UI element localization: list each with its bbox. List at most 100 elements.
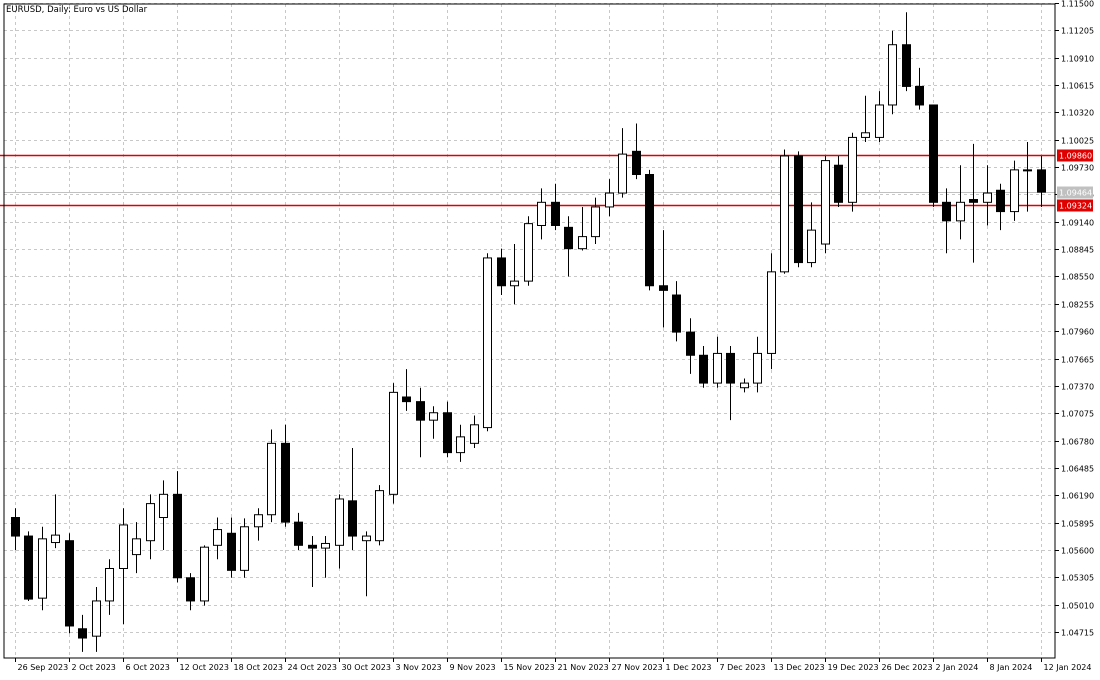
candle xyxy=(861,95,870,143)
candle-body-bull xyxy=(267,442,276,516)
candle xyxy=(416,387,425,458)
x-tick-label: 12 Jan 2024 xyxy=(1044,663,1092,672)
candle xyxy=(780,149,789,274)
candle-body-bull xyxy=(1023,169,1032,172)
candle xyxy=(524,216,533,286)
candle xyxy=(227,517,236,578)
candle xyxy=(11,508,20,550)
candle xyxy=(105,559,114,615)
candle-body-bull xyxy=(510,280,519,287)
candle-body-bull xyxy=(780,155,789,273)
candle-body-bear xyxy=(416,401,425,421)
candle-body-bear xyxy=(402,396,411,403)
y-tick-label: 1.05895 xyxy=(1061,520,1094,529)
candle xyxy=(92,587,101,652)
y-tick-label: 1.11205 xyxy=(1061,27,1094,36)
candle-body-bull xyxy=(389,391,398,495)
candle-body-bull xyxy=(456,436,465,454)
candle xyxy=(510,244,519,305)
x-tick-label: 26 Sep 2023 xyxy=(18,663,69,672)
candle xyxy=(929,104,938,207)
candle-body-bull xyxy=(105,567,114,602)
candle xyxy=(65,533,74,634)
candle-body-bull xyxy=(159,493,168,519)
candle xyxy=(456,424,465,462)
candle-body-bear xyxy=(929,104,938,203)
level-price-tag xyxy=(1057,199,1093,212)
candle-body-bear xyxy=(24,535,33,600)
candle-body-bull xyxy=(605,192,614,208)
candle-body-bear xyxy=(902,44,911,87)
candle xyxy=(146,494,155,560)
candle-body-bull xyxy=(821,160,830,245)
candle xyxy=(699,346,708,388)
x-tick-label: 26 Dec 2023 xyxy=(882,663,933,672)
candle xyxy=(794,151,803,268)
candle xyxy=(767,253,776,370)
candle xyxy=(564,216,573,277)
candle-body-bear xyxy=(834,164,843,203)
candle xyxy=(321,536,330,578)
time-axis: 26 Sep 2023 2 Oct 2023 6 Oct 2023 12 Oct 20… xyxy=(15,658,1092,672)
chart-title: EURUSD, Daily: Euro vs US Dollar xyxy=(6,5,148,15)
x-tick-label: 8 Jan 2024 xyxy=(990,663,1033,672)
candle xyxy=(996,183,1005,231)
candle xyxy=(915,67,924,110)
candle xyxy=(659,230,668,328)
x-tick-label: 12 Oct 2023 xyxy=(180,663,229,672)
candle-body-bear xyxy=(443,412,452,454)
candle xyxy=(969,143,978,263)
candle-body-bull xyxy=(753,352,762,384)
candle xyxy=(267,429,276,523)
candle xyxy=(875,91,884,143)
candle-body-bear xyxy=(308,544,317,549)
candle xyxy=(483,253,492,432)
candle-body-bear xyxy=(659,285,668,291)
candle-body-bull xyxy=(591,206,600,238)
candle xyxy=(1037,155,1046,207)
candle xyxy=(1010,160,1019,221)
candle xyxy=(119,508,128,625)
candle xyxy=(888,30,897,115)
horizontal-levels xyxy=(0,154,1055,207)
price-axis: 1.11500 1.11205 1.10910 1.10615 1.10320 1.100… xyxy=(1055,0,1094,638)
level-price-label: 1.09324 xyxy=(1059,202,1092,211)
candle-body-bull xyxy=(767,271,776,354)
candle-body-bull xyxy=(578,236,587,250)
y-tick-label: 1.06190 xyxy=(1061,492,1094,501)
candle xyxy=(537,188,546,240)
x-tick-label: 24 Oct 2023 xyxy=(288,663,337,672)
candle-body-bear xyxy=(227,532,236,571)
candle-body-bull xyxy=(200,546,209,602)
x-tick-label: 2 Jan 2024 xyxy=(936,663,979,672)
x-tick-label: 7 Dec 2023 xyxy=(720,663,766,672)
candle xyxy=(821,155,830,254)
candle xyxy=(605,179,614,217)
candle-body-bear xyxy=(564,226,573,250)
x-tick-label: 3 Nov 2023 xyxy=(396,663,442,672)
x-tick-label: 30 Oct 2023 xyxy=(342,663,391,672)
candle-body-bull xyxy=(807,229,816,264)
x-tick-label: 27 Nov 2023 xyxy=(612,663,663,672)
y-tick-label: 1.07075 xyxy=(1061,410,1094,419)
y-tick-label: 1.09140 xyxy=(1061,219,1094,228)
candle-body-bear xyxy=(645,174,654,287)
candle-body-bear xyxy=(551,201,560,226)
x-tick-label: 9 Nov 2023 xyxy=(450,663,496,672)
candle xyxy=(497,248,506,296)
candle-body-bear xyxy=(996,189,1005,213)
candle-body-bull xyxy=(983,192,992,203)
candle xyxy=(1023,142,1032,212)
current-price-tag xyxy=(1057,186,1093,199)
candle-body-bear xyxy=(11,517,20,537)
candle-body-bull xyxy=(146,503,155,542)
candles xyxy=(11,12,1046,652)
candle-body-bear xyxy=(78,628,87,639)
candle xyxy=(848,132,857,212)
candle-body-bull xyxy=(375,490,384,542)
candle xyxy=(78,614,87,652)
candle-body-bull xyxy=(537,201,546,226)
candle-body-bear xyxy=(186,577,195,602)
